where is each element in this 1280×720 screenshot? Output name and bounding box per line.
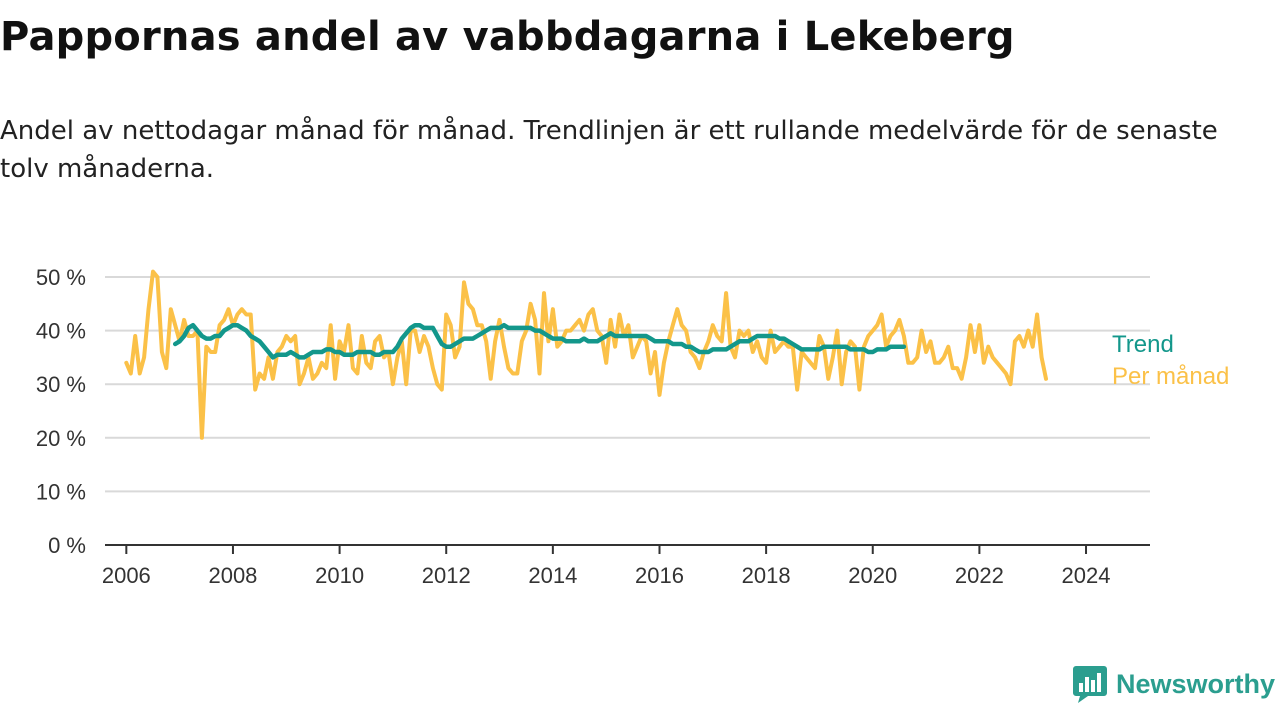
x-tick-label: 2012 [422,563,471,588]
x-tick-label: 2010 [315,563,364,588]
x-tick-label: 2024 [1062,563,1111,588]
x-tick-label: 2014 [528,563,577,588]
y-tick-label: 20 % [36,426,86,451]
y-axis-tick-labels: 0 % 10 % 20 % 30 % 40 % 50 % [36,265,86,558]
y-tick-label: 40 % [36,319,86,344]
series-line-trend [172,322,907,360]
brand-name: Newsworthy [1116,668,1276,699]
x-tick-label: 2006 [102,563,151,588]
y-tick-label: 30 % [36,372,86,397]
newsworthy-logo: Newsworthy [1072,664,1275,704]
x-tick-label: 2022 [955,563,1004,588]
page-subtitle: Andel av nettodagar månad för månad. Tre… [0,116,1218,184]
y-tick-label: 0 % [48,533,86,558]
x-tick-label: 2018 [742,563,791,588]
x-tick-label: 2016 [635,563,684,588]
series-label-trend: Trend [1112,331,1174,358]
y-tick-label: 10 % [36,479,86,504]
y-tick-label: 50 % [36,265,86,290]
grid-lines [105,276,1150,493]
bar-chart-icon [1073,666,1107,703]
x-tick-label: 2008 [208,563,257,588]
series-line-per-manad [124,269,1048,440]
series-label-per-manad: Per månad [1112,363,1229,390]
page-title: Pappornas andel av vabbdagarna i Lekeber… [0,14,1015,60]
x-tick-label: 2020 [848,563,897,588]
x-axis-tick-labels: 2006 2008 2010 2012 2014 2016 2018 2020 2022 2024 [102,545,1111,588]
